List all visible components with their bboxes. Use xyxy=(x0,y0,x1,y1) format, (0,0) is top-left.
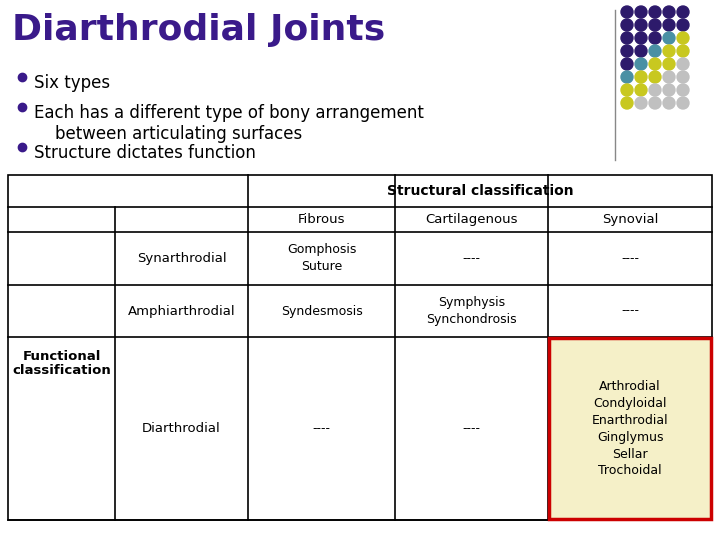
Text: Amphiarthrodial: Amphiarthrodial xyxy=(127,305,235,318)
Text: Six types: Six types xyxy=(34,74,110,92)
Circle shape xyxy=(635,97,647,109)
Circle shape xyxy=(621,32,633,44)
Circle shape xyxy=(649,45,661,57)
Circle shape xyxy=(649,6,661,18)
Text: ----: ---- xyxy=(621,305,639,318)
Circle shape xyxy=(621,71,633,83)
Text: ----: ---- xyxy=(462,252,480,265)
Circle shape xyxy=(621,58,633,70)
Circle shape xyxy=(635,58,647,70)
Text: Functional
classification: Functional classification xyxy=(12,349,111,377)
Circle shape xyxy=(663,71,675,83)
Circle shape xyxy=(677,58,689,70)
Circle shape xyxy=(621,45,633,57)
Text: Diarthrodial Joints: Diarthrodial Joints xyxy=(12,13,385,47)
Circle shape xyxy=(663,32,675,44)
Circle shape xyxy=(677,32,689,44)
Circle shape xyxy=(635,19,647,31)
Text: Gomphosis
Suture: Gomphosis Suture xyxy=(287,244,356,273)
Text: Arthrodial
Condyloidal
Enarthrodial
Ginglymus
Sellar
Trochoidal: Arthrodial Condyloidal Enarthrodial Ging… xyxy=(592,380,668,477)
Circle shape xyxy=(677,84,689,96)
Circle shape xyxy=(621,19,633,31)
Circle shape xyxy=(635,71,647,83)
Bar xyxy=(8,175,712,520)
Text: Cartilagenous: Cartilagenous xyxy=(426,213,518,226)
Text: Symphysis
Synchondrosis: Symphysis Synchondrosis xyxy=(426,296,517,326)
Circle shape xyxy=(635,84,647,96)
Circle shape xyxy=(663,58,675,70)
Circle shape xyxy=(663,97,675,109)
Text: Syndesmosis: Syndesmosis xyxy=(281,305,362,318)
Circle shape xyxy=(621,97,633,109)
Circle shape xyxy=(677,45,689,57)
Circle shape xyxy=(649,58,661,70)
Text: ----: ---- xyxy=(312,422,330,435)
Circle shape xyxy=(677,71,689,83)
Circle shape xyxy=(635,32,647,44)
Text: Fibrous: Fibrous xyxy=(298,213,346,226)
Circle shape xyxy=(663,45,675,57)
Circle shape xyxy=(635,45,647,57)
Text: Synovial: Synovial xyxy=(602,213,658,226)
Circle shape xyxy=(677,19,689,31)
Circle shape xyxy=(663,84,675,96)
Circle shape xyxy=(649,97,661,109)
Text: Structure dictates function: Structure dictates function xyxy=(34,144,256,162)
Text: ----: ---- xyxy=(462,422,480,435)
Circle shape xyxy=(635,6,647,18)
Circle shape xyxy=(621,84,633,96)
Circle shape xyxy=(649,19,661,31)
Text: Synarthrodial: Synarthrodial xyxy=(137,252,226,265)
Circle shape xyxy=(649,71,661,83)
Bar xyxy=(549,338,711,519)
Circle shape xyxy=(663,19,675,31)
Circle shape xyxy=(663,6,675,18)
Circle shape xyxy=(621,6,633,18)
Text: Structural classification: Structural classification xyxy=(387,184,573,198)
Circle shape xyxy=(649,84,661,96)
Text: ----: ---- xyxy=(621,252,639,265)
Text: Each has a different type of bony arrangement
    between articulating surfaces: Each has a different type of bony arrang… xyxy=(34,104,424,143)
Circle shape xyxy=(677,6,689,18)
Circle shape xyxy=(649,32,661,44)
Circle shape xyxy=(677,97,689,109)
Text: Diarthrodial: Diarthrodial xyxy=(142,422,221,435)
